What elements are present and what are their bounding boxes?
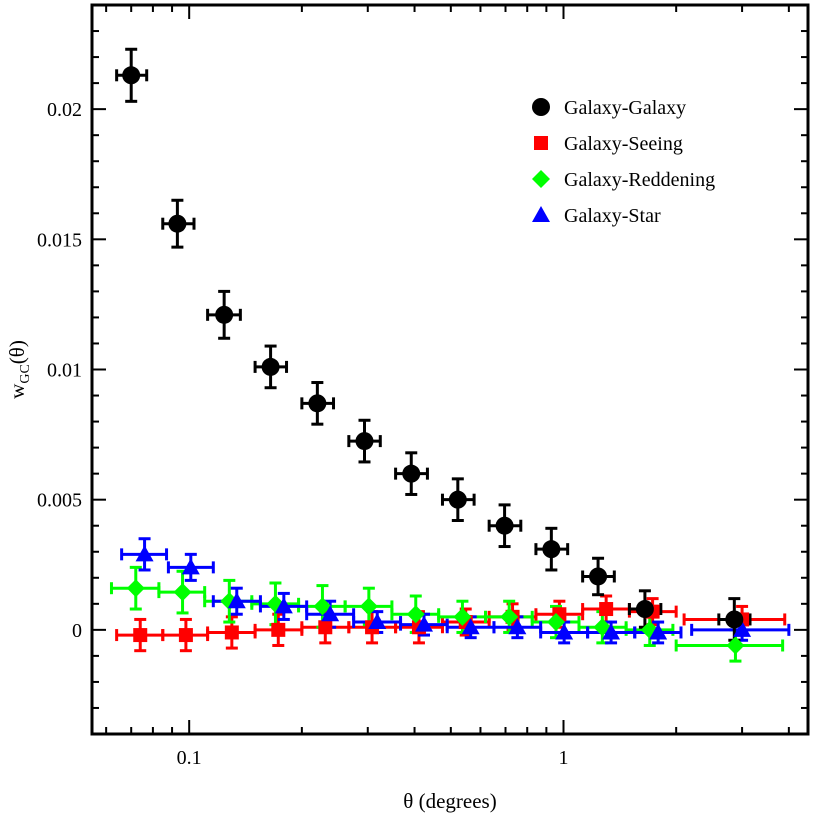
galaxy-star-point <box>368 613 387 630</box>
galaxy-galaxy-point <box>215 305 234 324</box>
galaxy-reddening-point <box>126 579 145 598</box>
legend-label-galaxy-star: Galaxy-Star <box>564 205 661 227</box>
galaxy-galaxy-point <box>308 394 327 413</box>
galaxy-reddening-point <box>500 607 519 626</box>
galaxy-reddening-point <box>453 607 472 626</box>
galaxy-star-point <box>649 623 668 640</box>
x-tick-label: 0.1 <box>177 747 202 769</box>
y-tick-label: 0 <box>72 620 82 642</box>
y-tick-label: 0.02 <box>47 99 82 121</box>
tick-labels: 0.1 1 0 0.005 0.01 0.015 0.02 <box>37 99 568 769</box>
y-axis-title-arg: (θ) <box>5 340 29 364</box>
galaxy-galaxy-point <box>725 610 744 629</box>
x-axis-title: θ (degrees) <box>403 789 496 813</box>
galaxy-reddening-point <box>726 636 745 655</box>
galaxy-seeing-point <box>224 625 239 640</box>
galaxy-galaxy-point <box>402 464 421 483</box>
y-tick-label: 0.01 <box>47 360 82 382</box>
legend-label-galaxy-seeing: Galaxy-Seeing <box>564 133 683 155</box>
galaxy-reddening-point <box>359 597 378 616</box>
y-tick-label: 0.015 <box>37 229 82 251</box>
legend-label-galaxy-reddening: Galaxy-Reddening <box>564 169 715 191</box>
legend-marker-galaxy-star <box>532 206 550 222</box>
galaxy-star-point <box>321 605 340 622</box>
galaxy-seeing-point <box>271 622 286 637</box>
galaxy-seeing-point <box>318 620 333 635</box>
galaxy-reddening-point <box>547 613 566 632</box>
y-tick-label: 0.005 <box>37 490 82 512</box>
galaxy-galaxy-point <box>635 600 654 619</box>
galaxy-reddening-point <box>173 583 192 602</box>
galaxy-galaxy-point <box>261 357 280 376</box>
legend-label-galaxy-galaxy: Galaxy-Galaxy <box>564 97 686 119</box>
galaxy-star-point <box>461 618 480 635</box>
galaxy-galaxy-point <box>168 214 187 233</box>
galaxy-galaxy-point <box>122 66 141 85</box>
plot-frame <box>90 3 810 736</box>
galaxy-star-point <box>181 558 200 575</box>
data-markers <box>122 66 752 655</box>
x-tick-label: 1 <box>558 747 568 769</box>
galaxy-seeing-point <box>133 628 148 643</box>
legend: Galaxy-Galaxy Galaxy-Seeing Galaxy-Reddeni… <box>532 97 715 227</box>
legend-marker-galaxy-reddening <box>532 170 550 188</box>
galaxy-star-point <box>602 623 621 640</box>
galaxy-galaxy-point <box>495 516 514 535</box>
y-axis-title-sub: GC <box>18 364 33 383</box>
legend-marker-galaxy-galaxy <box>532 98 550 116</box>
y-axis-title-base: w <box>5 383 29 399</box>
galaxy-seeing-point <box>599 602 614 617</box>
galaxy-star-point <box>227 592 246 609</box>
galaxy-star-point <box>135 545 154 562</box>
y-axis-title: wGC(θ) <box>5 340 33 399</box>
galaxy-reddening-point <box>406 605 425 624</box>
galaxy-seeing-point <box>178 628 193 643</box>
galaxy-star-point <box>508 618 527 635</box>
galaxy-galaxy-point <box>448 490 467 509</box>
legend-marker-galaxy-seeing <box>534 136 548 150</box>
galaxy-galaxy-point <box>355 432 374 451</box>
galaxy-star-point <box>555 623 574 640</box>
galaxy-star-point <box>415 615 434 632</box>
galaxy-galaxy-point <box>542 540 561 559</box>
galaxy-galaxy-point <box>589 567 608 586</box>
galaxy-star-point <box>733 620 752 637</box>
galaxy-star-point <box>274 597 293 614</box>
